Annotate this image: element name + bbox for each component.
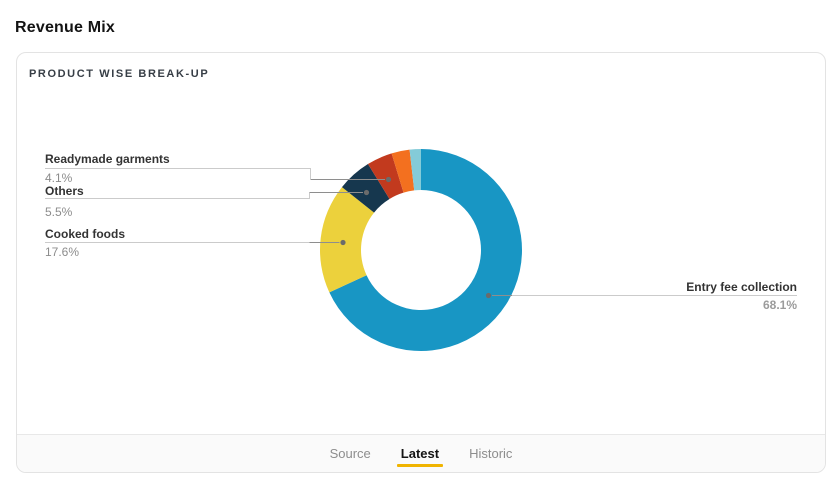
slice-label-others: Others <box>45 184 84 198</box>
slice-pct-readymade-garments: 4.1% <box>45 171 73 185</box>
donut-slice-unlabeled-4[interactable] <box>391 149 415 193</box>
leader-line-readymade-garments <box>45 168 392 183</box>
revenue-mix-card: Source Latest Historic <box>16 52 826 473</box>
slice-label-name: Cooked foods <box>45 227 125 241</box>
slice-label-name: Others <box>45 184 84 198</box>
chart-footer-tabs: Source Latest Historic <box>17 434 825 472</box>
slice-label-name: Entry fee collection <box>686 280 797 294</box>
slice-label-cooked-foods: Cooked foods <box>45 227 125 241</box>
slice-pct-others: 5.5% <box>45 205 73 219</box>
donut-slice-cooked-foods[interactable] <box>320 187 375 293</box>
tab-source[interactable]: Source <box>329 446 371 461</box>
leader-line-cooked-foods <box>45 239 346 246</box>
tab-latest[interactable]: Latest <box>396 446 444 467</box>
tab-historic[interactable]: Historic <box>469 446 513 461</box>
donut-slice-others[interactable] <box>341 164 390 213</box>
chart-title: PRODUCT WISE BREAK-UP <box>29 68 210 80</box>
page-title: Revenue Mix <box>15 19 116 36</box>
slice-pct-entry-fee-collection: 68.1% <box>762 298 797 312</box>
slice-label-readymade-garments: Readymade garments <box>45 152 170 166</box>
slice-label-entry-fee-collection: Entry fee collection <box>686 280 797 294</box>
leader-line-others <box>45 189 370 199</box>
donut-slice-entry-fee-collection[interactable] <box>329 149 523 352</box>
donut-slice-unlabeled-5[interactable] <box>409 149 421 191</box>
leader-line-entry-fee-collection <box>485 292 797 299</box>
slice-pct-cooked-foods: 17.6% <box>45 245 80 259</box>
slice-label-name: Readymade garments <box>45 152 170 166</box>
donut-slice-readymade-garments[interactable] <box>367 153 404 199</box>
donut-slices <box>320 149 523 352</box>
